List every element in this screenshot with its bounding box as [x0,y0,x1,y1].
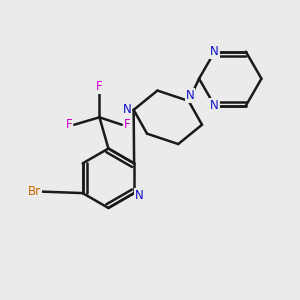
Text: N: N [123,103,131,116]
Text: F: F [65,118,72,131]
Text: N: N [210,45,219,58]
Text: F: F [96,80,103,93]
Text: F: F [124,118,130,131]
Text: Br: Br [28,185,40,198]
Text: N: N [135,189,144,202]
Text: N: N [210,99,219,112]
Text: N: N [186,89,194,102]
